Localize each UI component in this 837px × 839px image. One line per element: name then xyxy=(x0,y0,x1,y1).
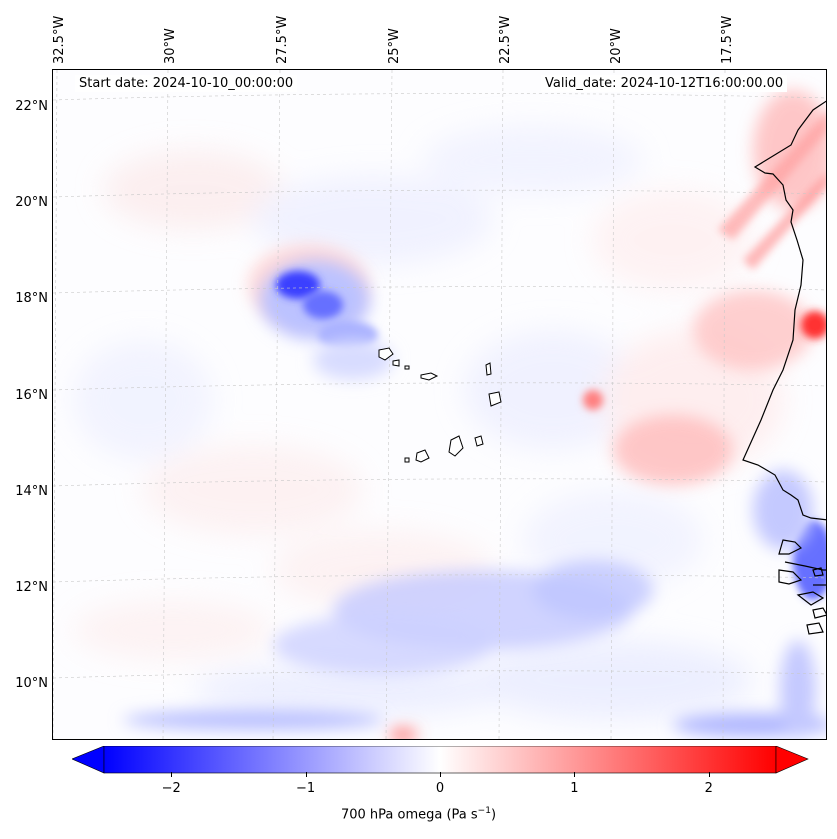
colorbar-tick-label: 2 xyxy=(704,781,713,796)
storm-omega-pattern xyxy=(248,245,393,380)
colorbar-gradient xyxy=(103,745,777,774)
colorbar-tick-mark xyxy=(574,772,576,777)
colorbar-tick-label: −1 xyxy=(296,781,316,796)
longitude-label-27.5w: 27.5°W xyxy=(275,15,290,64)
colorbar-tick-mark xyxy=(305,772,307,777)
colorbar-tick-mark xyxy=(440,772,441,777)
colorbar-tick-mark xyxy=(708,772,710,777)
longitude-label-22.5w: 22.5°W xyxy=(498,15,513,64)
longitude-label-17.5w: 17.5°W xyxy=(720,15,735,64)
colorbar-title: 700 hPa omega (Pa s−1) xyxy=(0,806,837,822)
cape-verde-islands xyxy=(378,347,502,463)
longitude-label-20w: 20°W xyxy=(609,28,624,64)
colorbar-title-text: 700 hPa omega (Pa s xyxy=(340,807,478,823)
africa-coastline xyxy=(742,100,826,635)
latitude-label-10n: 10°N xyxy=(15,676,48,691)
coastal-omega-pattern xyxy=(583,90,826,600)
latitude-label-20n: 20°N xyxy=(15,195,48,210)
colorbar-svg xyxy=(71,745,809,774)
latitude-label-18n: 18°N xyxy=(15,291,48,306)
map-plot-area xyxy=(52,69,827,740)
colorbar-tick-label: 1 xyxy=(570,781,579,796)
omega-field-map xyxy=(53,70,826,739)
latitude-label-14n: 14°N xyxy=(15,484,48,499)
valid-date-label: Valid_date: 2024-10-12T16:00:00.00 xyxy=(541,75,788,92)
latitude-label-22n: 22°N xyxy=(15,99,48,114)
latitude-label-16n: 16°N xyxy=(15,388,48,403)
colorbar-extend-max xyxy=(775,745,809,774)
colorbar-extend-min xyxy=(71,745,105,774)
colorbar xyxy=(71,745,809,778)
colorbar-title-exponent: −1 xyxy=(477,806,491,816)
latitude-label-12n: 12°N xyxy=(15,580,48,595)
colorbar-tick-mark xyxy=(171,772,173,777)
longitude-label-30w: 30°W xyxy=(163,28,178,64)
start-date-label: Start date: 2024-10-10_00:00:00 xyxy=(75,75,298,92)
longitude-label-32.5w: 32.5°W xyxy=(52,15,67,64)
graticule xyxy=(53,70,826,739)
colorbar-tick-label: −2 xyxy=(161,781,181,796)
longitude-label-25w: 25°W xyxy=(387,28,402,64)
colorbar-title-close: ) xyxy=(490,807,497,823)
colorbar-tick-label: 0 xyxy=(435,781,445,796)
